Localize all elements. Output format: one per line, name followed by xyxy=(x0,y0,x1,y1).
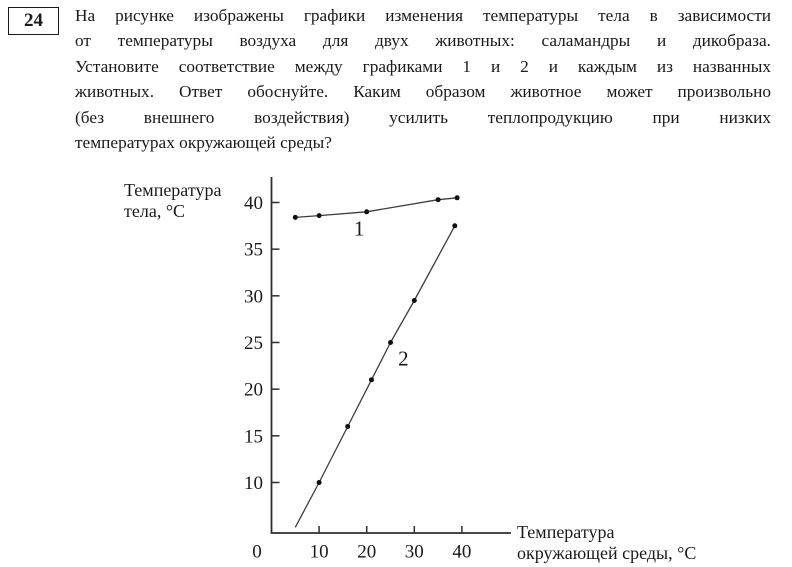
question-text-line-5: (без внешнего воздействия) усилить тепло… xyxy=(75,107,771,127)
series-2-label: 2 xyxy=(398,346,409,370)
series-2-marker xyxy=(388,340,393,345)
y-axis-tick-label: 15 xyxy=(244,426,263,447)
x-axis-tick-label: 0 xyxy=(252,542,262,563)
y-axis-tick-label: 40 xyxy=(244,193,263,214)
series-2-marker xyxy=(345,424,351,429)
y-axis-tick-label: 35 xyxy=(244,240,263,261)
question-text-line-2: от температуры воздуха для двух животных… xyxy=(75,31,771,51)
question-text-line-1: На рисунке изображены графики изменения … xyxy=(75,6,771,25)
x-axis-title-line-1: Температура xyxy=(517,522,614,542)
series-1-marker xyxy=(316,213,322,219)
y-axis-title-line-2: тела, °C xyxy=(124,201,185,221)
x-axis-tick-label: 30 xyxy=(405,542,424,563)
series-2-marker xyxy=(369,377,374,383)
series-2-marker xyxy=(411,298,417,303)
question-text-line-6: температурах окружающей среды? xyxy=(75,133,332,153)
y-axis-tick-label: 10 xyxy=(244,473,263,494)
question-text: На рисунке изображены графики изменения … xyxy=(75,3,771,155)
y-axis-tick-label: 25 xyxy=(244,333,263,354)
series-1-marker xyxy=(364,209,370,215)
y-axis-title-line-1: Температура xyxy=(124,180,221,200)
series-2-marker xyxy=(452,223,458,229)
x-axis-tick-label: 40 xyxy=(452,542,471,563)
y-axis-tick-label: 30 xyxy=(244,286,263,307)
x-axis-tick-label: 20 xyxy=(357,542,376,563)
question-number-box: 24 xyxy=(8,7,59,35)
y-axis-tick-label: 20 xyxy=(244,380,263,401)
series-1-marker xyxy=(435,197,441,203)
question-number: 24 xyxy=(24,10,43,31)
x-axis-title-line-2: окружающей среды, °C xyxy=(517,543,696,563)
question-text-line-3: Установите соответствие между графиками … xyxy=(75,56,771,76)
series-1-marker xyxy=(292,214,298,220)
series-1-marker xyxy=(454,195,460,201)
series-2-marker xyxy=(316,480,322,485)
x-axis-tick-label: 10 xyxy=(310,542,329,563)
question-text-line-4: животных. Ответ обоснуйте. Каким образом… xyxy=(75,82,771,102)
series-1-label: 1 xyxy=(354,217,365,241)
